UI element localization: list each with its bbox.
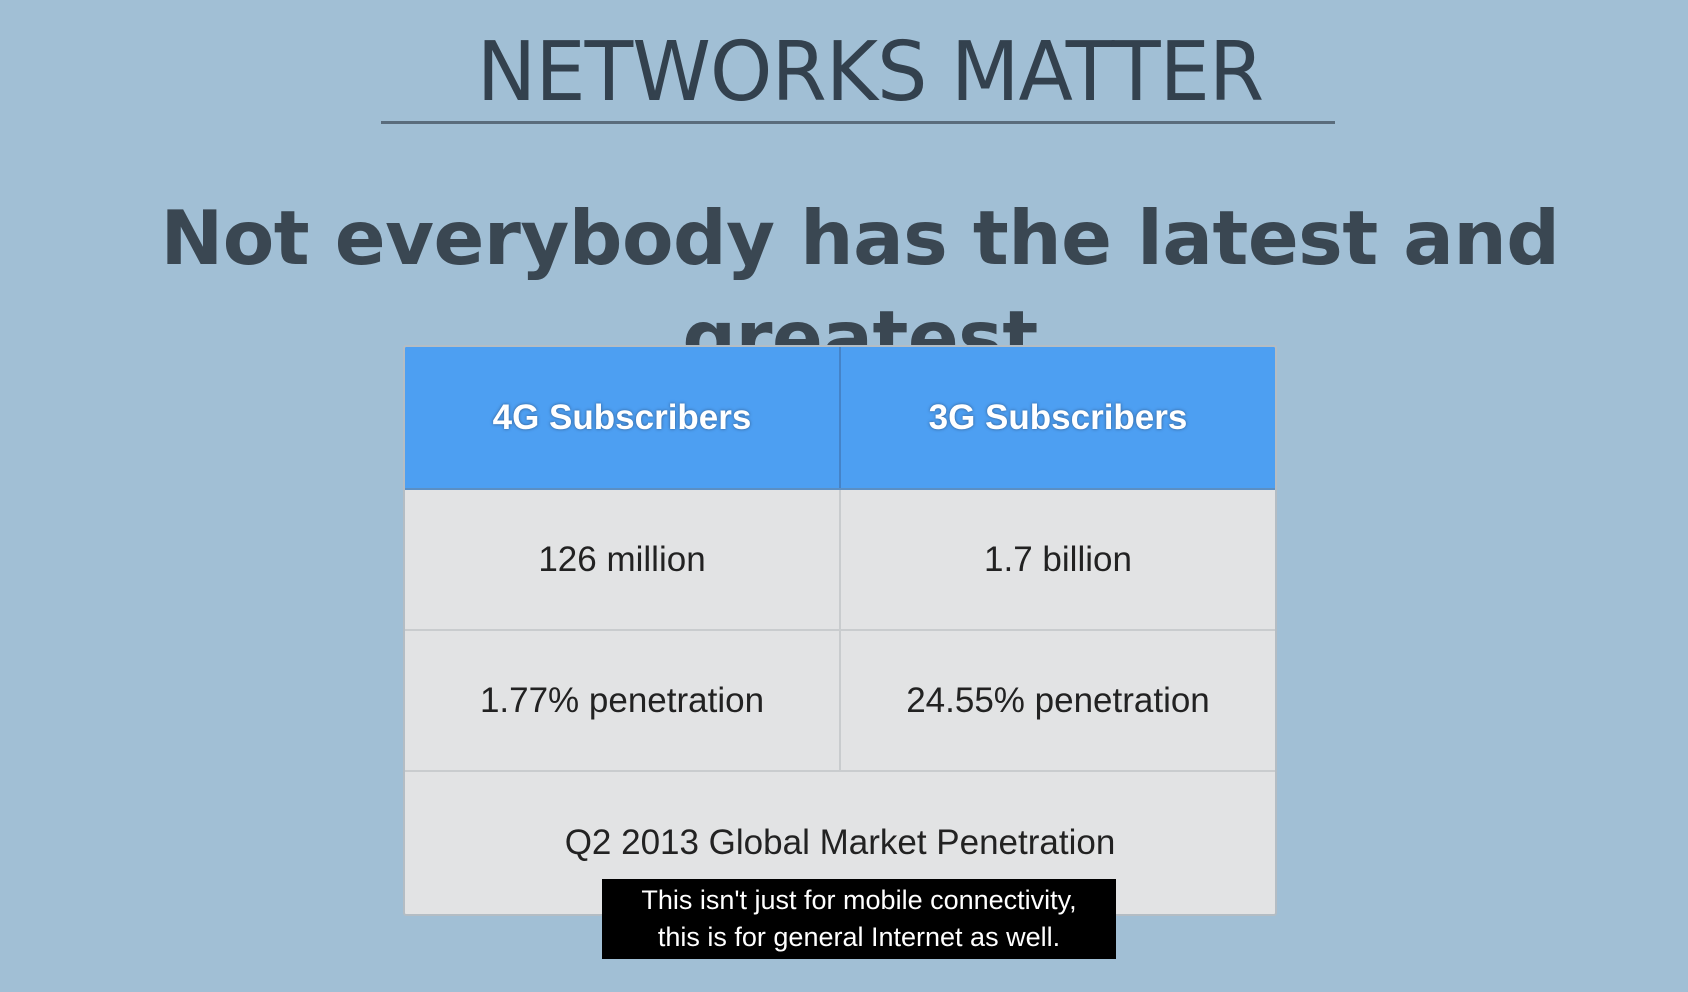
cell-4g-count: 126 million bbox=[538, 539, 706, 579]
slide-title: NETWORKS MATTER bbox=[476, 25, 1264, 120]
title-underline bbox=[381, 121, 1335, 124]
table-row: 126 million 1.7 billion bbox=[405, 490, 1275, 631]
header-4g-subscribers: 4G Subscribers bbox=[492, 397, 752, 437]
table-footer-note: Q2 2013 Global Market Penetration bbox=[564, 823, 1116, 862]
subscriber-table: 4G Subscribers 3G Subscribers 126 millio… bbox=[403, 345, 1277, 916]
video-caption: This isn't just for mobile connectivity,… bbox=[602, 879, 1116, 959]
caption-line-2: this is for general Internet as well. bbox=[657, 922, 1061, 952]
cell-3g-count: 1.7 billion bbox=[839, 490, 1275, 629]
table-footer-row: Q2 2013 Global Market Penetration bbox=[405, 772, 1275, 914]
caption-line-1: This isn't just for mobile connectivity, bbox=[641, 885, 1077, 915]
cell-4g-penetration: 1.77% penetration bbox=[479, 680, 765, 720]
table-header-row: 4G Subscribers 3G Subscribers bbox=[405, 347, 1275, 490]
slide-subtitle: Not everybody has the latest and greates… bbox=[160, 194, 1560, 382]
header-3g-subscribers: 3G Subscribers bbox=[839, 347, 1275, 488]
table-row: 1.77% penetration 24.55% penetration bbox=[405, 631, 1275, 772]
cell-3g-penetration: 24.55% penetration bbox=[839, 631, 1275, 770]
